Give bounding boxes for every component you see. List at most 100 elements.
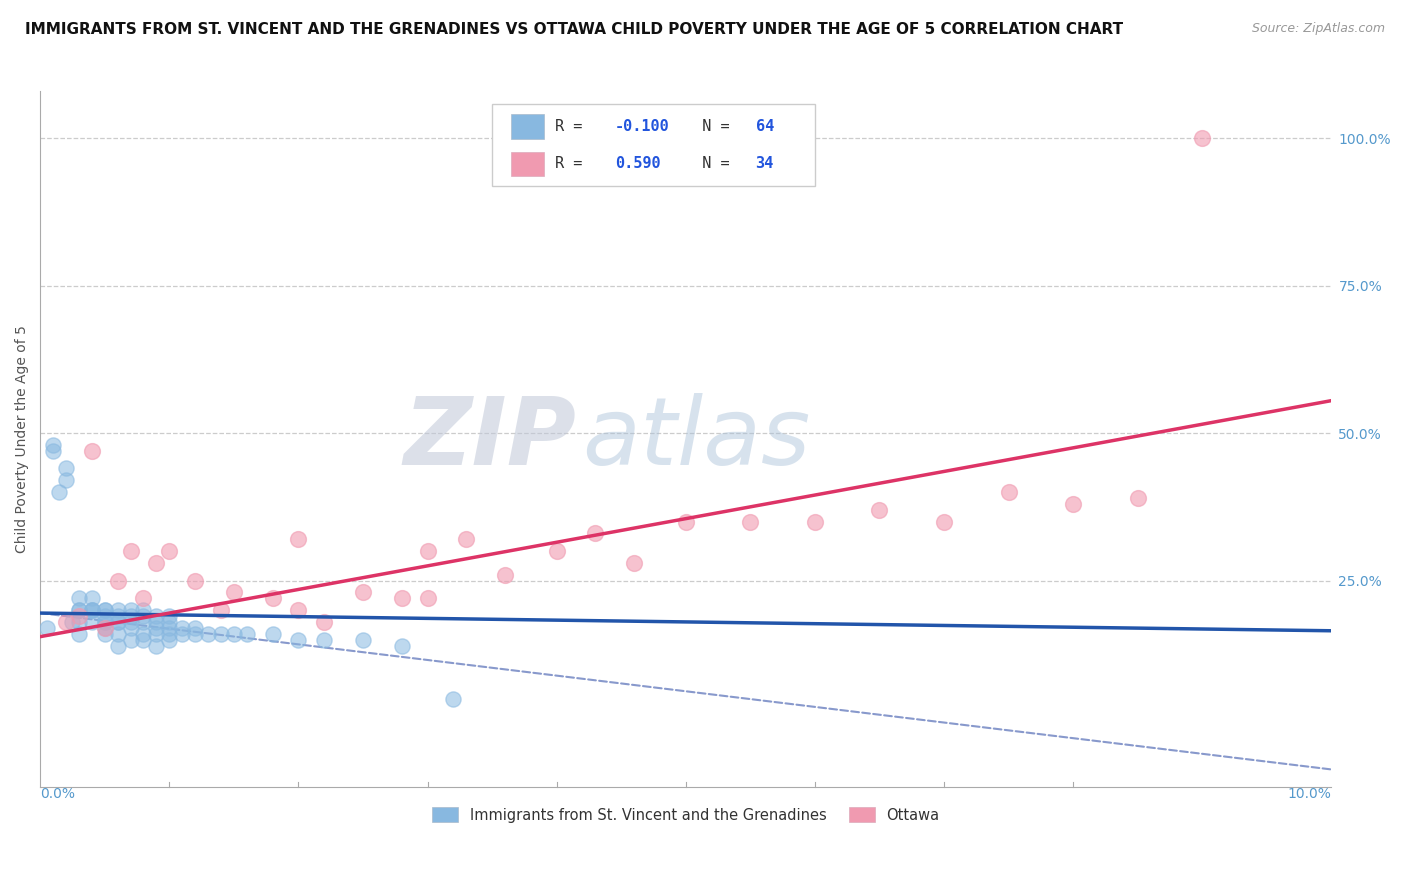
Point xyxy=(132,609,155,624)
Point xyxy=(197,626,219,640)
Point xyxy=(93,615,115,629)
Point xyxy=(48,485,70,500)
Text: 10.0%: 10.0% xyxy=(1288,787,1331,801)
Point xyxy=(93,626,115,640)
Point xyxy=(184,574,207,588)
Point xyxy=(132,626,155,640)
Point xyxy=(107,626,129,640)
Point xyxy=(120,609,142,624)
FancyBboxPatch shape xyxy=(512,114,544,138)
Text: -0.100: -0.100 xyxy=(614,119,669,134)
Point xyxy=(107,639,129,653)
Point xyxy=(623,556,645,570)
Point xyxy=(80,615,103,629)
Text: IMMIGRANTS FROM ST. VINCENT AND THE GRENADINES VS OTTAWA CHILD POVERTY UNDER THE: IMMIGRANTS FROM ST. VINCENT AND THE GREN… xyxy=(25,22,1123,37)
Point xyxy=(93,615,115,629)
Point xyxy=(93,603,115,617)
Point xyxy=(172,621,194,635)
Point xyxy=(352,585,374,599)
Point xyxy=(157,621,180,635)
Point xyxy=(1062,497,1084,511)
Point xyxy=(583,526,606,541)
Point xyxy=(145,639,167,653)
Point xyxy=(157,609,180,624)
Point xyxy=(416,544,439,558)
Point xyxy=(235,626,257,640)
Point xyxy=(120,615,142,629)
Point xyxy=(314,632,336,647)
Point xyxy=(352,632,374,647)
Point xyxy=(107,603,129,617)
Point xyxy=(55,473,77,487)
Point xyxy=(804,515,827,529)
Point xyxy=(55,615,77,629)
Text: atlas: atlas xyxy=(582,393,811,484)
Point xyxy=(1126,491,1149,505)
Text: 0.0%: 0.0% xyxy=(41,787,75,801)
Point xyxy=(132,632,155,647)
Point xyxy=(67,626,90,640)
Point xyxy=(120,603,142,617)
Point xyxy=(80,603,103,617)
Point xyxy=(80,443,103,458)
Point xyxy=(93,621,115,635)
Point xyxy=(93,609,115,624)
Point xyxy=(391,591,413,606)
Point xyxy=(145,609,167,624)
Point xyxy=(416,591,439,606)
Point xyxy=(172,626,194,640)
Point xyxy=(145,621,167,635)
Point xyxy=(287,533,309,547)
Point xyxy=(262,626,284,640)
Point xyxy=(157,544,180,558)
FancyBboxPatch shape xyxy=(512,152,544,176)
Point xyxy=(456,533,478,547)
Point xyxy=(120,621,142,635)
Text: R =: R = xyxy=(555,156,600,171)
Legend: Immigrants from St. Vincent and the Grenadines, Ottawa: Immigrants from St. Vincent and the Gren… xyxy=(426,802,945,829)
Y-axis label: Child Poverty Under the Age of 5: Child Poverty Under the Age of 5 xyxy=(15,325,30,553)
Point xyxy=(932,515,955,529)
Text: N =: N = xyxy=(685,156,740,171)
Point xyxy=(675,515,697,529)
Text: 34: 34 xyxy=(755,156,773,171)
Text: 64: 64 xyxy=(755,119,773,134)
Point xyxy=(67,603,90,617)
Point xyxy=(184,626,207,640)
Text: N =: N = xyxy=(685,119,740,134)
Point xyxy=(184,621,207,635)
Point xyxy=(157,615,180,629)
Point xyxy=(997,485,1019,500)
Point xyxy=(107,609,129,624)
Point xyxy=(80,591,103,606)
Point xyxy=(67,609,90,624)
Point xyxy=(287,603,309,617)
Point xyxy=(42,443,65,458)
Point xyxy=(120,544,142,558)
Point xyxy=(67,603,90,617)
Point xyxy=(80,603,103,617)
Point xyxy=(42,438,65,452)
Text: ZIP: ZIP xyxy=(404,393,576,485)
Point xyxy=(145,556,167,570)
Point xyxy=(287,632,309,647)
Point xyxy=(222,585,245,599)
Point xyxy=(222,626,245,640)
Point xyxy=(157,632,180,647)
Point xyxy=(93,621,115,635)
Point xyxy=(869,503,891,517)
Point xyxy=(132,603,155,617)
Point xyxy=(740,515,762,529)
Point xyxy=(314,615,336,629)
Text: R =: R = xyxy=(555,119,592,134)
Point xyxy=(67,591,90,606)
Point xyxy=(209,626,232,640)
Point xyxy=(107,574,129,588)
Point xyxy=(157,626,180,640)
Point xyxy=(441,691,464,706)
Point xyxy=(67,615,90,629)
Point xyxy=(120,632,142,647)
Point xyxy=(1191,131,1213,145)
Point xyxy=(60,615,83,629)
Point xyxy=(209,603,232,617)
